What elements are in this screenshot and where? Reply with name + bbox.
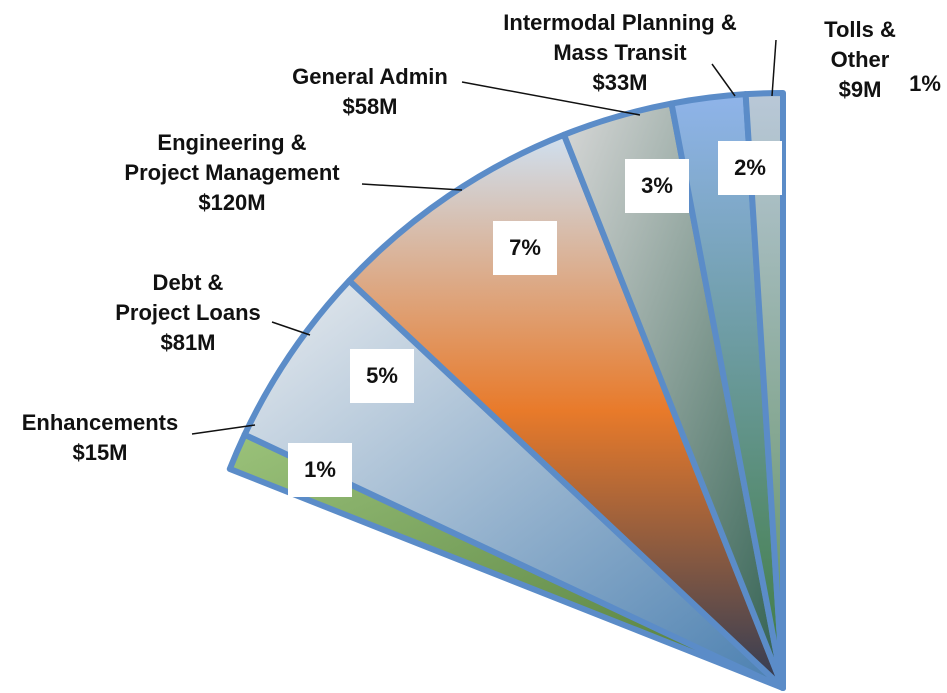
amount-label: $81M <box>160 330 215 355</box>
slice-label: Enhancements $15M <box>22 408 179 468</box>
category-name: Intermodal Planning & Mass Transit <box>503 10 736 65</box>
category-name: Engineering & Project Management <box>124 130 339 185</box>
slice-label: Tolls & Other $9M <box>817 15 904 105</box>
percent-label: 2% <box>718 141 782 195</box>
percent-text: 1% <box>304 457 336 482</box>
percent-text: 1% <box>909 71 941 96</box>
percent-label: 1% <box>893 57 947 111</box>
amount-label: $33M <box>592 70 647 95</box>
percent-text: 5% <box>366 363 398 388</box>
chart: Enhancements $15M 1% Debt & Project Loans … <box>0 0 947 693</box>
percent-label: 5% <box>350 349 414 403</box>
category-name: Debt & Project Loans <box>115 270 260 325</box>
percent-text: 3% <box>641 173 673 198</box>
category-name: General Admin <box>292 64 448 89</box>
amount-label: $58M <box>342 94 397 119</box>
category-name: Tolls & Other <box>824 17 896 72</box>
percent-label: 3% <box>625 159 689 213</box>
category-name: Enhancements <box>22 410 179 435</box>
percent-text: 2% <box>734 155 766 180</box>
percent-label: 7% <box>493 221 557 275</box>
leader-line <box>362 184 462 190</box>
leader-line <box>272 322 310 335</box>
amount-label: $120M <box>198 190 265 215</box>
amount-label: $15M <box>72 440 127 465</box>
leader-line <box>772 40 776 96</box>
slice-label: Debt & Project Loans $81M <box>115 268 260 358</box>
slice-label: Intermodal Planning & Mass Transit $33M <box>503 8 736 98</box>
slice-label: General Admin $58M <box>292 62 448 122</box>
percent-label: 1% <box>288 443 352 497</box>
percent-text: 7% <box>509 235 541 260</box>
slice-label: Engineering & Project Management $120M <box>124 128 339 218</box>
amount-label: $9M <box>839 77 882 102</box>
